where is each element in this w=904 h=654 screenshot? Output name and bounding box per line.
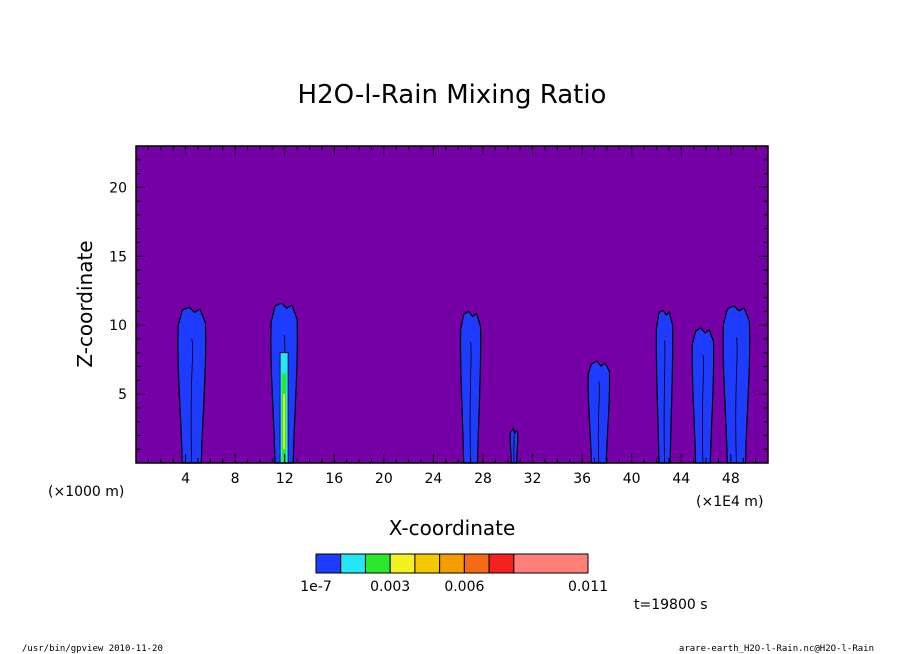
plot-border xyxy=(135,145,769,464)
rain-cell-contour xyxy=(735,337,738,464)
colorbar-label: 1e-7 xyxy=(300,579,331,595)
time-label: t=19800 s xyxy=(634,597,708,613)
colorbar-label: 0.006 xyxy=(444,579,484,595)
footer-left: /usr/bin/gpview 2010-11-20 xyxy=(22,644,163,654)
y-axis-label: Z-coordinate xyxy=(73,240,97,367)
x-tick-label: 36 xyxy=(573,471,591,487)
colorbar-label: 0.011 xyxy=(568,579,608,595)
x-tick-label: 24 xyxy=(424,471,442,487)
plot-area xyxy=(136,146,768,463)
rain-cell-contour xyxy=(663,340,666,464)
colorbar-segment xyxy=(340,553,366,574)
y-axis-ticks: 5 10 15 20 xyxy=(109,159,768,450)
x-axis-label: X-coordinate xyxy=(389,516,516,540)
x-tick-label: 4 xyxy=(181,471,190,487)
footer-right: arare-earth_H2O-l-Rain.nc@H2O-l-Rain xyxy=(679,644,874,654)
rain-cell-core xyxy=(283,394,286,450)
rain-cell-contour xyxy=(190,338,193,464)
rain-cell-contour xyxy=(469,341,472,464)
colorbar-segment xyxy=(513,553,589,574)
colorbar-segment xyxy=(315,553,342,574)
x-tick-label: 32 xyxy=(524,471,542,487)
x-axis-ticks: 4 8 12 16 20 24 28 32 36 40 44 48 xyxy=(147,146,757,487)
x-unit-left: (×1000 m) xyxy=(48,484,124,500)
rain-cells xyxy=(177,302,751,464)
y-tick-label: 10 xyxy=(109,318,127,334)
x-tick-label: 12 xyxy=(276,471,294,487)
colorbar: 1e-7 0.003 0.006 0.011 xyxy=(300,553,608,595)
y-tick-label: 15 xyxy=(109,249,127,265)
rain-cell-contour xyxy=(701,354,704,464)
x-tick-label: 48 xyxy=(722,471,740,487)
colorbar-segment xyxy=(364,553,391,574)
x-tick-label: 28 xyxy=(474,471,492,487)
plot-background xyxy=(136,146,768,463)
plot-frame xyxy=(135,145,769,464)
x-tick-label: 40 xyxy=(623,471,641,487)
y-tick-label: 5 xyxy=(118,387,127,403)
x-tick-label: 20 xyxy=(375,471,393,487)
x-tick-label: 8 xyxy=(231,471,240,487)
x-tick-label: 16 xyxy=(325,471,343,487)
colorbar-label: 0.003 xyxy=(370,579,410,595)
colorbar-segment xyxy=(439,553,465,574)
colorbar-segment xyxy=(414,553,441,574)
x-unit-right: (×1E4 m) xyxy=(696,494,763,510)
colorbar-segment xyxy=(488,553,515,574)
chart-title: H2O-l-Rain Mixing Ratio xyxy=(298,80,607,110)
colorbar-segment xyxy=(463,553,490,574)
x-tick-label: 44 xyxy=(672,471,690,487)
y-tick-label: 20 xyxy=(109,180,127,196)
rain-cell-contour xyxy=(597,381,600,464)
colorbar-segment xyxy=(389,553,416,574)
